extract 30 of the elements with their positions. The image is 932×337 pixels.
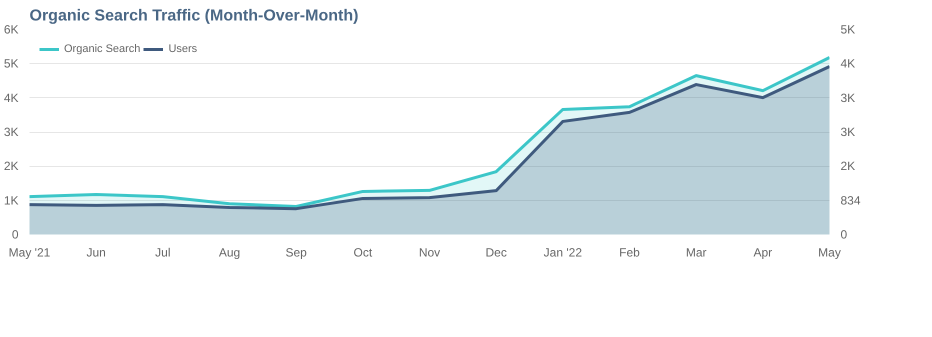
y2-tick-label: 3K (840, 90, 856, 105)
y-tick-label: 0 (12, 228, 19, 242)
x-tick-label: Mar (686, 246, 707, 260)
x-tick-label: Apr (753, 246, 772, 260)
y2-tick-label: 4K (840, 56, 856, 71)
chart-title: Organic Search Traffic (Month-Over-Month) (30, 8, 358, 24)
legend-label: Organic Search (64, 43, 140, 55)
x-tick-label: May (818, 246, 841, 260)
x-tick-label: Oct (354, 246, 373, 260)
x-tick-label: Aug (218, 246, 240, 260)
x-tick-label: May '21 (8, 246, 51, 260)
y-tick-label: 6K (4, 22, 19, 36)
x-tick-label: Dec (485, 246, 507, 260)
x-tick-label: Sep (285, 246, 308, 260)
y-tick-label: 2K (4, 159, 19, 174)
x-tick-label: Jun (86, 246, 106, 260)
y-tick-label: 3K (4, 125, 19, 139)
y2-tick-label: 2K (840, 159, 856, 174)
x-tick-label: Nov (418, 246, 440, 260)
y2-tick-label: 0 (840, 228, 848, 242)
y2-tick-label: 3K (840, 125, 856, 139)
x-tick-label: Jul (155, 246, 171, 260)
x-tick-label: Feb (619, 246, 640, 260)
y2-tick-label: 5K (840, 22, 856, 36)
legend-label: Users (168, 43, 198, 55)
x-tick-label: Jan '22 (544, 246, 582, 260)
y-tick-label: 4K (4, 90, 19, 105)
y-tick-label: 5K (4, 56, 19, 71)
y2-tick-label: 834 (840, 193, 861, 208)
y-tick-label: 1K (4, 193, 19, 208)
